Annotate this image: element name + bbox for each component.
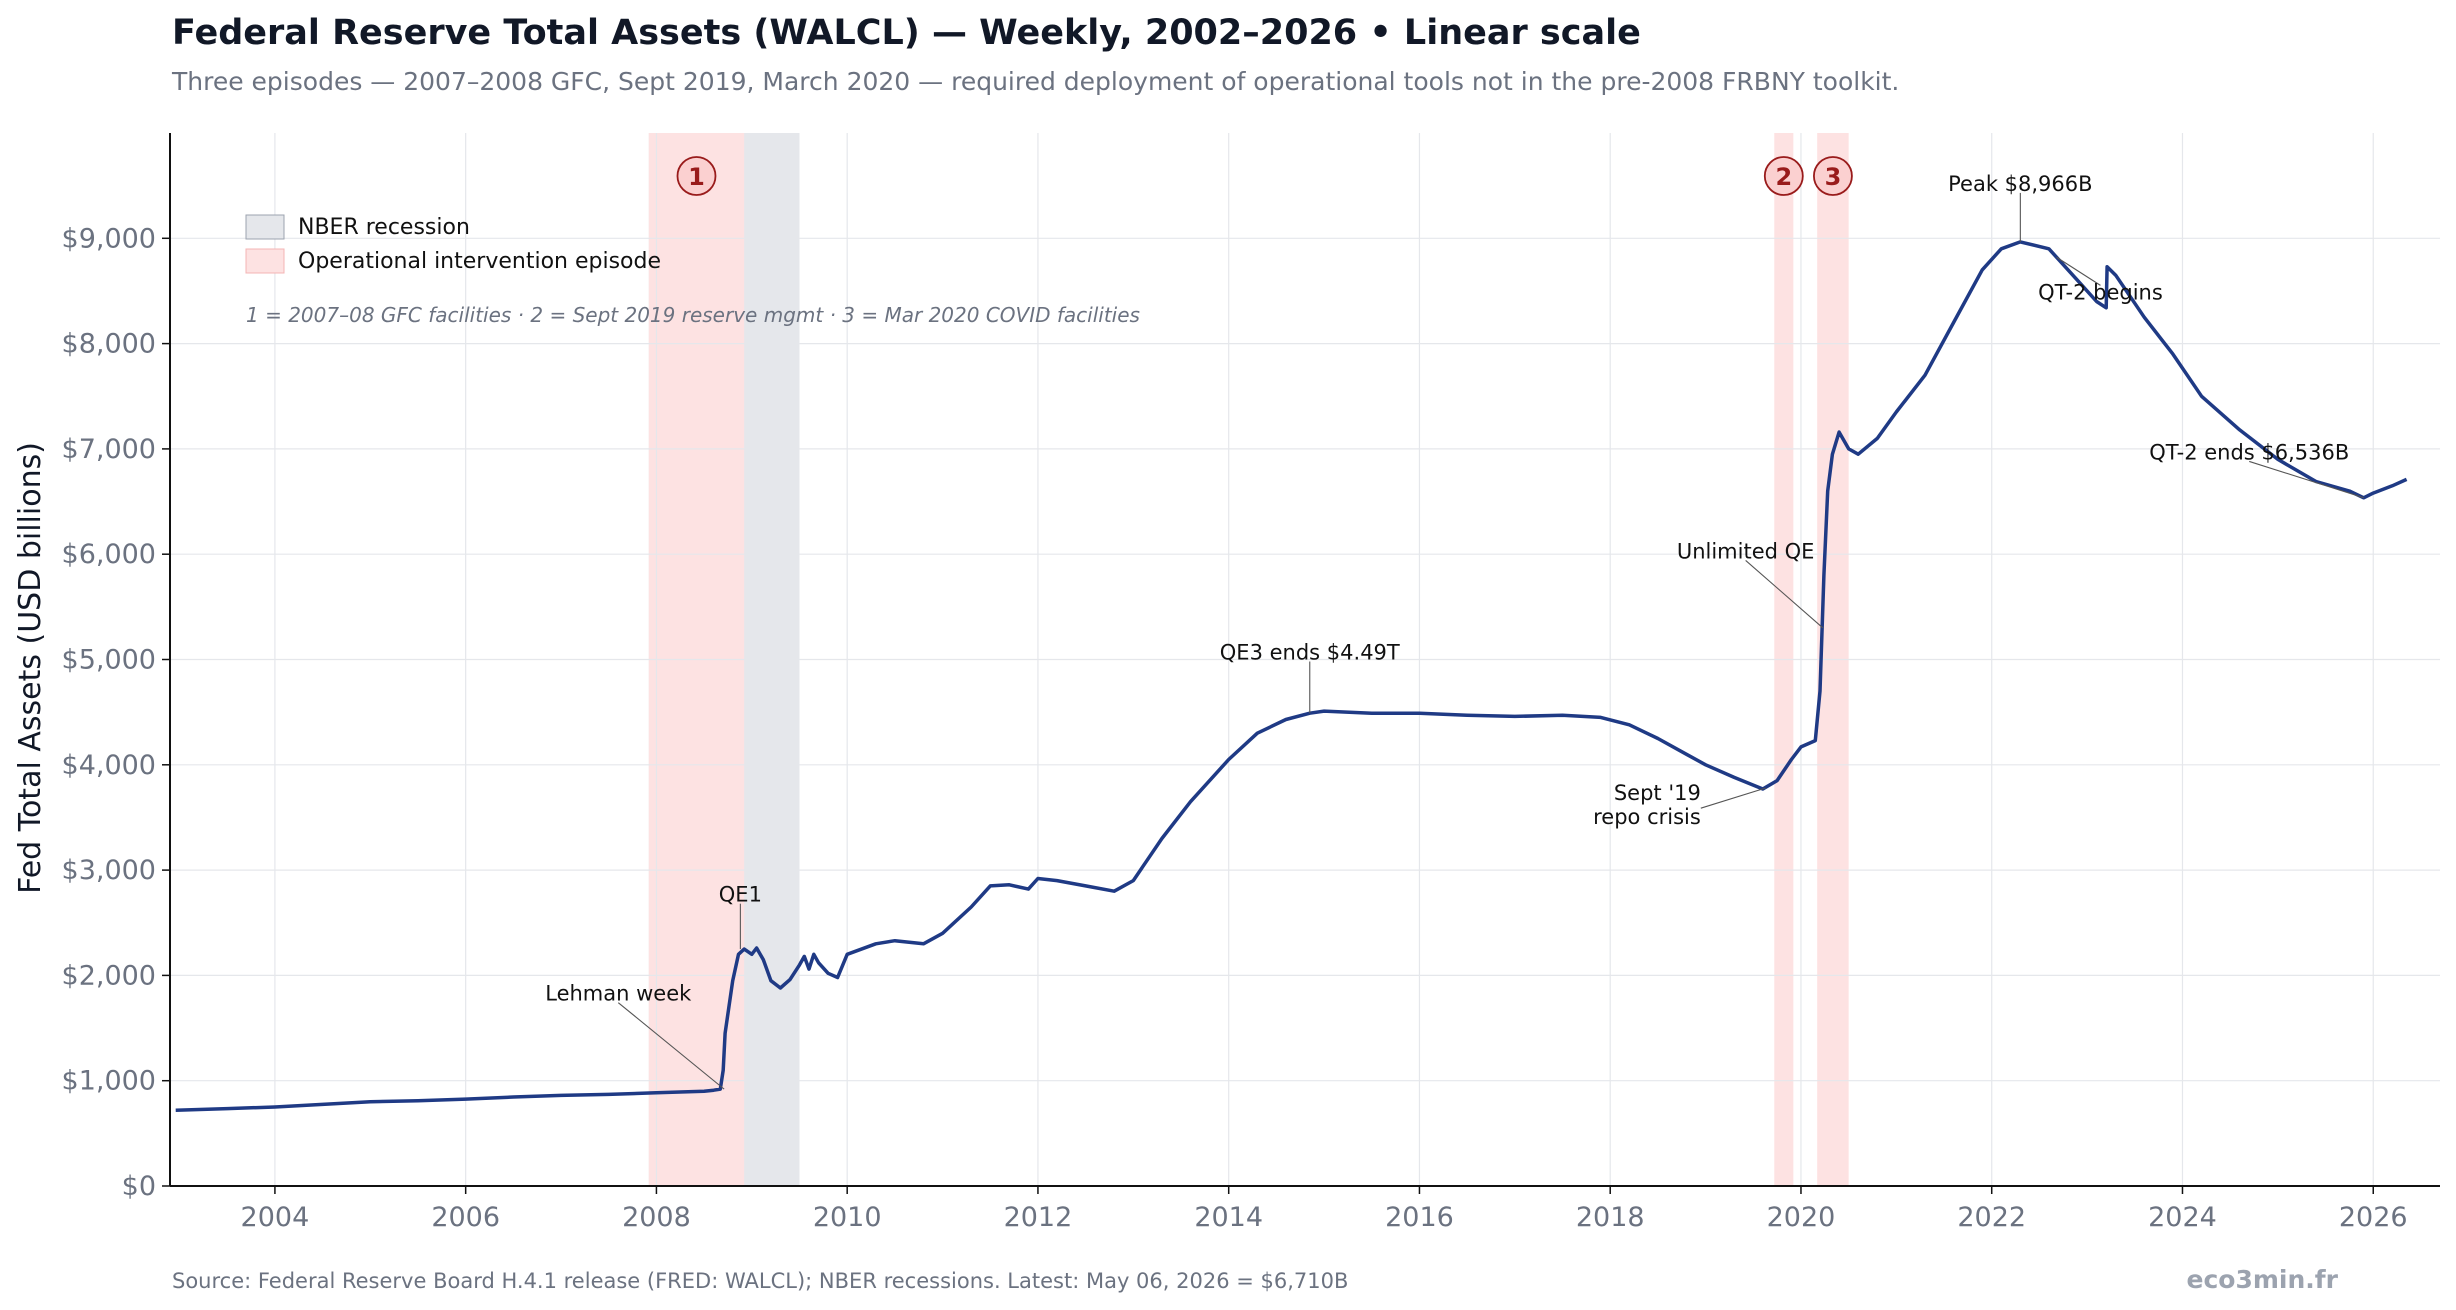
annotation-text-5: Peak $8,966B [1948, 172, 2092, 196]
legend-swatch-episode [245, 248, 285, 274]
episode-badge-circle-1 [676, 156, 717, 196]
x-tick-label-1: 2006 [431, 1202, 500, 1233]
x-tick-label-8: 2020 [1767, 1202, 1836, 1233]
legend-label-recession: NBER recession [298, 215, 470, 240]
episode-badge-circle-3 [1813, 156, 1853, 196]
x-tick-label-2: 2008 [622, 1202, 691, 1233]
y-tick-label-3: $3,000 [62, 855, 156, 886]
annotation-leader-0 [617, 1002, 725, 1090]
tick-labels: $0 $1,000 $2,000 $3,000 $4,000 $5,000 $6,000 $7… [62, 223, 2408, 1233]
annotation-text-6: QT-2 begins [2038, 280, 2163, 304]
annotations: Lehman week QE1 QE3 ends $4.49T Sept '19rep… [545, 172, 2364, 1090]
y-tick-label-0: $0 [122, 1171, 156, 1202]
x-tick-label-5: 2014 [1194, 1202, 1263, 1233]
x-tick-label-11: 2026 [2339, 1202, 2408, 1233]
legend-swatch-recession [245, 214, 285, 240]
legend-label-episode: Operational intervention episode [298, 249, 661, 274]
annotation-text-0: Lehman week [545, 982, 692, 1006]
y-tick-label-7: $7,000 [62, 434, 156, 465]
annotation-leader-6 [2056, 256, 2101, 286]
y-tick-label-5: $5,000 [62, 645, 156, 676]
x-tick-label-3: 2010 [813, 1202, 882, 1233]
y-tick-label-4: $4,000 [62, 750, 156, 781]
annotation-text-2: QE3 ends $4.49T [1220, 641, 1400, 665]
episode-badge-label-2: 2 [1775, 163, 1792, 191]
y-tick-label-8: $8,000 [62, 329, 156, 360]
annotation-leader-4 [1745, 559, 1824, 629]
chart-subtitle: Three episodes — 2007–2008 GFC, Sept 201… [171, 67, 1899, 96]
x-tick-label-7: 2018 [1576, 1202, 1645, 1233]
episode-badge-label-3: 3 [1825, 163, 1842, 191]
y-tick-label-6: $6,000 [62, 539, 156, 570]
x-tick-label-4: 2012 [1004, 1202, 1073, 1233]
x-tick-label-6: 2016 [1385, 1202, 1454, 1233]
footer-source: Source: Federal Reserve Board H.4.1 rele… [172, 1269, 1348, 1293]
annotation-text-1: QE1 [719, 883, 762, 907]
y-tick-label-9: $9,000 [62, 223, 156, 254]
annotation-text-7: QT-2 ends $6,536B [2149, 440, 2349, 464]
annotation-text-3-1: repo crisis [1593, 805, 1701, 829]
legend-note: 1 = 2007–08 GFC facilities · 2 = Sept 20… [246, 303, 1140, 327]
annotation-text-4: Unlimited QE [1677, 539, 1815, 563]
x-tick-label-0: 2004 [241, 1202, 310, 1233]
footer-brand: eco3min.fr [2187, 1265, 2339, 1294]
episode-badge-label-1: 1 [688, 163, 705, 191]
chart-title: Federal Reserve Total Assets (WALCL) — W… [172, 13, 1641, 53]
annotation-text-3-0: Sept '19 [1614, 781, 1701, 805]
episode-badge-circle-2 [1763, 156, 1804, 196]
legend: NBER recession Operational intervention … [245, 214, 1140, 327]
y-axis-label: Fed Total Assets (USD billions) [13, 442, 48, 894]
y-tick-label-2: $2,000 [62, 960, 156, 991]
series-line-walcl [175, 240, 2408, 1112]
x-tick-label-9: 2022 [1957, 1202, 2026, 1233]
annotation-leader-7 [2249, 460, 2364, 499]
x-tick-label-10: 2024 [2148, 1202, 2217, 1233]
y-tick-label-1: $1,000 [62, 1066, 156, 1097]
episode-badges: 1 2 3 [676, 156, 1853, 196]
annotation-leader-3 [1700, 787, 1766, 809]
